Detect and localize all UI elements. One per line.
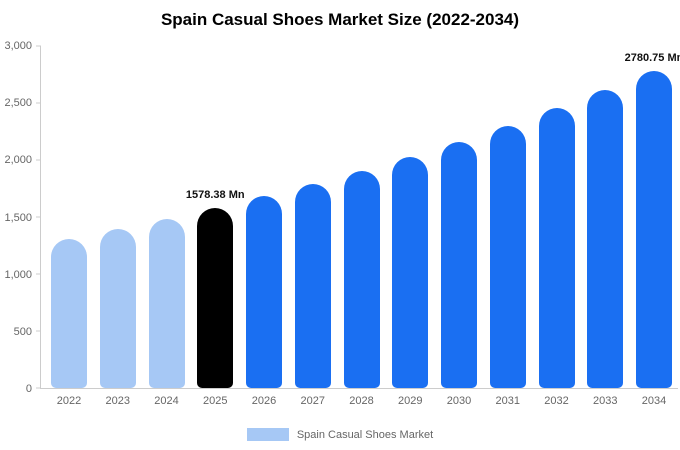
y-tick-label: 2,500 [4,97,32,110]
bar-2027 [294,183,331,388]
x-tick-label-2032: 2032 [544,395,569,407]
x-tick-label-2031: 2031 [495,395,520,407]
x-tick-label-2029: 2029 [398,395,423,407]
x-tick-label-2023: 2023 [105,395,130,407]
y-axis: 0 500 1,000 1,500 2,000 2,500 3,000 [0,40,40,395]
bar-column-2033: 2033 [587,46,624,407]
y-tick-mark [36,45,41,47]
y-tick-label: 1,000 [4,268,32,281]
x-tick-label-2027: 2027 [300,395,325,407]
bar-2022 [51,239,87,388]
y-tick-mark [36,273,41,275]
bars-row: 2022 2023 2024 1578.38 Mn 2025 2026 2027 2028 20… [41,46,680,407]
bar-2026 [246,196,282,388]
bar-column-2025: 1578.38 Mn 2025 [186,46,245,407]
y-tick-mark [36,387,41,389]
y-tick-mark [36,330,41,332]
bar-column-2027: 2027 [294,46,331,407]
data-label-2034: 2780.75 Mn [624,52,680,64]
bar-column-2029: 2029 [392,46,429,407]
y-tick-mark [36,102,41,104]
bar-2031 [489,125,526,388]
bar-column-2022: 2022 [51,46,87,407]
plot-area: 2022 2023 2024 1578.38 Mn 2025 2026 2027 2028 20… [36,45,680,407]
bar-column-2031: 2031 [489,46,526,407]
bar-2029 [392,156,429,388]
y-tick-mark [36,159,41,161]
x-tick-label-2025: 2025 [203,395,228,407]
chart-title: Spain Casual Shoes Market Size (2022-203… [160,10,520,29]
y-tick-label: 0 [25,383,32,395]
data-label-2025: 1578.38 Mn [185,189,245,202]
x-tick-label-2030: 2030 [446,395,472,407]
legend-label: Spain Casual Shoes Market [296,428,434,441]
bar-2030 [441,141,477,388]
legend-swatch [246,428,289,441]
bar-2034: 2780.75 Mn [625,52,680,388]
bar-2032 [538,108,575,388]
y-tick-label: 3,000 [4,40,32,52]
bar-column-2034: 2780.75 Mn 2034 [625,46,680,407]
x-tick-label-2024: 2024 [154,395,179,407]
bar-column-2030: 2030 [441,46,477,407]
y-tick-label: 2,000 [4,154,32,167]
bar-2023 [99,229,136,388]
x-tick-label-2028: 2028 [349,395,374,407]
bar-column-2032: 2032 [538,46,575,407]
bar-column-2024: 2024 [148,46,185,407]
bar-2028 [343,170,380,388]
legend: Spain Casual Shoes Market [0,428,680,441]
y-tick-label: 1,500 [4,211,32,224]
bar-2025: 1578.38 Mn [186,189,245,388]
x-tick-label-2022: 2022 [56,395,82,407]
bar-column-2028: 2028 [343,46,380,407]
bar-2024 [148,219,185,388]
y-tick-mark [36,216,41,218]
bar-column-2026: 2026 [246,46,282,407]
x-tick-label-2033: 2033 [593,395,618,407]
y-tick-label: 500 [13,325,32,338]
x-tick-label-2034: 2034 [641,395,667,407]
bar-2033 [587,90,624,388]
x-tick-label-2026: 2026 [251,395,277,407]
bar-column-2023: 2023 [99,46,136,407]
